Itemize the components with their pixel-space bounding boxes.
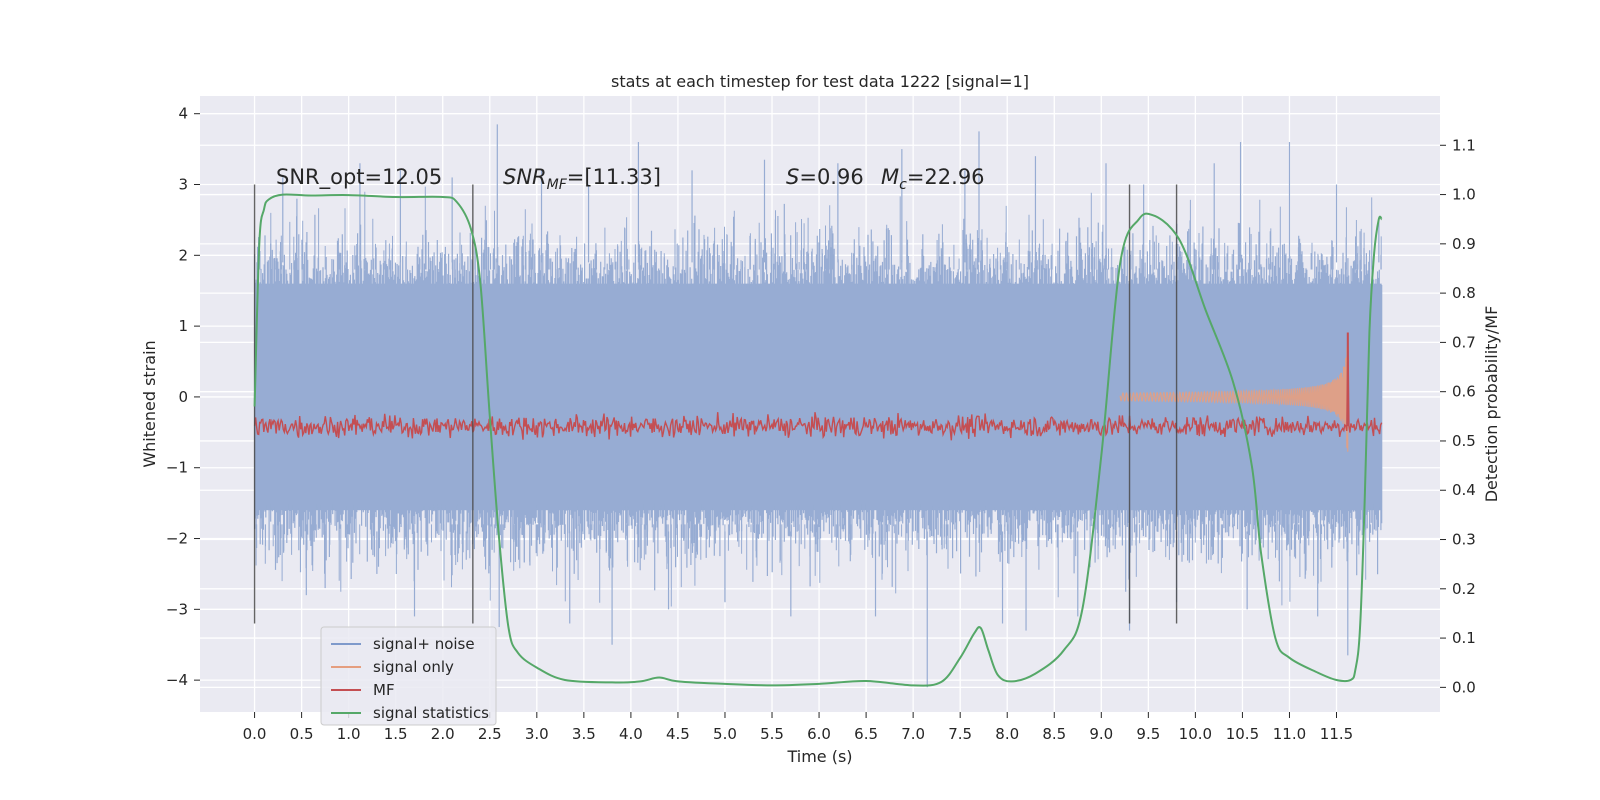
y-tick-label-right: 0.0 [1452, 678, 1476, 696]
s-label: S [786, 165, 799, 189]
tick-labels: 0.0 0.5 1.0 1.5 2.0 2.5 3.0 3.5 4.0 4.5 5.0 5.5 6.0 6… [166, 105, 1476, 743]
x-axis-label: Time (s) [786, 747, 852, 766]
chart-title: stats at each timestep for test data 122… [611, 72, 1029, 91]
series-mf [253, 332, 1383, 441]
y-axis-label-left: Whitened strain [140, 340, 159, 467]
x-tick-label: 7.0 [901, 725, 925, 743]
mf-line [253, 332, 1383, 441]
annotation-s: S=0.96 [786, 165, 864, 189]
x-tick-label: 10.0 [1179, 725, 1212, 743]
x-tick-label: 9.5 [1136, 725, 1160, 743]
legend: signal+ noise signal only MF signal statist… [320, 626, 497, 726]
s-value: =0.96 [799, 165, 863, 189]
y-tick-label-left: 2 [178, 246, 188, 264]
legend-label: signal only [373, 658, 454, 676]
noise-spike-cluster [255, 186, 1382, 607]
y-tick-label-left: 1 [178, 317, 188, 335]
mc-sub: c [899, 177, 907, 193]
y-tick-label-right: 0.7 [1452, 333, 1476, 351]
y-tick-label-right: 1.1 [1452, 136, 1476, 154]
y-tick-label-right: 0.3 [1452, 531, 1476, 549]
y-tick-label-left: −1 [166, 459, 188, 477]
y-tick-label-right: 0.6 [1452, 383, 1476, 401]
x-tick-label: 7.5 [948, 725, 972, 743]
x-tick-label: 6.5 [854, 725, 878, 743]
annotation-snr-mf: SNRMF=[11.33] [503, 165, 661, 193]
y-tick-label-right: 0.1 [1452, 629, 1476, 647]
snr-mf-sub: MF [547, 177, 568, 193]
annotations: SNR_opt=12.05 SNRMF=[11.33] S=0.96 Mc=22… [276, 165, 985, 193]
y-tick-label-left: −4 [166, 671, 188, 689]
x-tick-label: 8.0 [995, 725, 1019, 743]
snr-mf-value: =[11.33] [567, 165, 661, 189]
mc-label: M [881, 165, 899, 189]
x-tick-label: 4.5 [666, 725, 690, 743]
annotation-mc: Mc=22.96 [881, 165, 985, 193]
legend-label: signal statistics [373, 704, 489, 722]
x-tick-label: 10.5 [1226, 725, 1259, 743]
y-axis-label-right: Detection probability/MF [1482, 306, 1501, 503]
annotation-snr-opt: SNR_opt=12.05 [276, 165, 442, 190]
y-tick-label-left: −2 [166, 530, 188, 548]
legend-label: MF [373, 681, 395, 699]
x-tick-label: 2.0 [431, 725, 455, 743]
mc-value: =22.96 [907, 165, 985, 189]
signal-only-line [1119, 346, 1349, 452]
y-tick-label-right: 0.2 [1452, 580, 1476, 598]
x-tick-label: 3.5 [572, 725, 596, 743]
y-tick-label-right: 1.0 [1452, 186, 1476, 204]
y-tick-label-left: 3 [178, 176, 188, 194]
x-tick-label: 11.0 [1273, 725, 1306, 743]
legend-box [320, 626, 497, 726]
y-tick-label-left: 0 [178, 388, 188, 406]
x-tick-label: 1.0 [337, 725, 361, 743]
x-tick-label: 8.5 [1042, 725, 1066, 743]
legend-label: signal+ noise [373, 635, 475, 653]
x-tick-label: 0.5 [290, 725, 314, 743]
y-tick-label-right: 0.4 [1452, 481, 1476, 499]
x-tick-label: 5.0 [713, 725, 737, 743]
legend-entries: signal+ noise signal only MF signal statist… [331, 635, 489, 722]
x-tick-label: 2.5 [478, 725, 502, 743]
snr-mf-base: SNR [503, 165, 547, 189]
x-tick-label: 4.0 [619, 725, 643, 743]
x-tick-label: 6.0 [807, 725, 831, 743]
signal-statistics-line [253, 193, 1383, 687]
x-tick-label: 1.5 [384, 725, 408, 743]
y-tick-label-right: 0.5 [1452, 432, 1476, 450]
y-tick-label-right: 0.9 [1452, 235, 1476, 253]
x-tick-label: 0.0 [243, 725, 267, 743]
x-tick-label: 11.5 [1320, 725, 1353, 743]
series-signal-statistics [253, 193, 1383, 687]
x-tick-label: 9.0 [1089, 725, 1113, 743]
series-signal-noise [254, 124, 1383, 688]
y-tick-label-left: 4 [178, 105, 188, 123]
x-tick-label: 5.5 [760, 725, 784, 743]
y-tick-label-left: −3 [166, 600, 188, 618]
series-signal-only [1119, 346, 1349, 452]
x-tick-label: 3.0 [525, 725, 549, 743]
y-tick-label-right: 0.8 [1452, 284, 1476, 302]
